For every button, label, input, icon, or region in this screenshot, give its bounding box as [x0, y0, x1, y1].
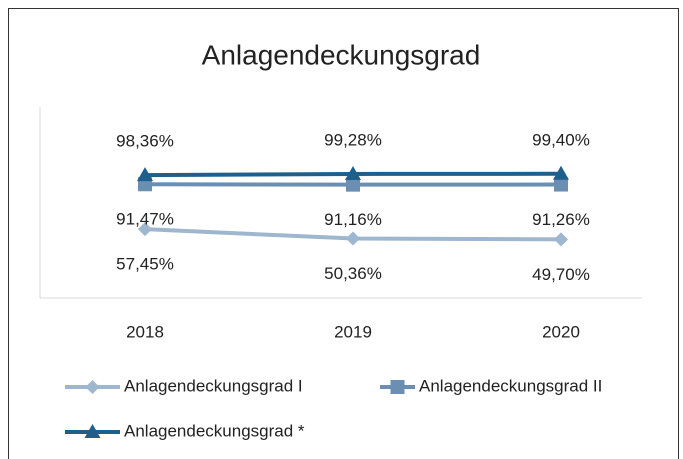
data-label: 99,40%	[532, 130, 590, 149]
marker	[137, 167, 153, 182]
chart-title: Anlagendeckungsgrad	[202, 39, 481, 70]
chart-frame	[8, 8, 679, 459]
data-label: 99,28%	[324, 130, 382, 149]
marker	[346, 231, 360, 246]
data-label: 91,47%	[116, 210, 174, 229]
marker	[390, 380, 405, 394]
marker	[85, 380, 100, 394]
marker	[553, 165, 569, 180]
legend-label: Anlagendeckungsgrad II	[419, 376, 602, 395]
x-tick-label: 2019	[334, 322, 372, 341]
data-label: 57,45%	[116, 255, 174, 274]
data-label: 50,36%	[324, 264, 382, 283]
x-tick-label: 2020	[542, 322, 580, 341]
data-label: 98,36%	[116, 132, 174, 151]
data-label: 49,70%	[532, 265, 590, 284]
legend-label: Anlagendeckungsgrad *	[124, 421, 305, 440]
legend-label: Anlagendeckungsgrad I	[124, 376, 303, 395]
marker	[346, 177, 360, 192]
marker	[554, 177, 568, 192]
data-label: 91,16%	[324, 210, 382, 229]
marker	[138, 222, 152, 237]
marker	[345, 165, 361, 180]
x-tick-label: 2018	[126, 322, 164, 341]
marker	[554, 232, 568, 247]
marker	[84, 424, 101, 438]
data-label: 91,26%	[532, 210, 590, 229]
